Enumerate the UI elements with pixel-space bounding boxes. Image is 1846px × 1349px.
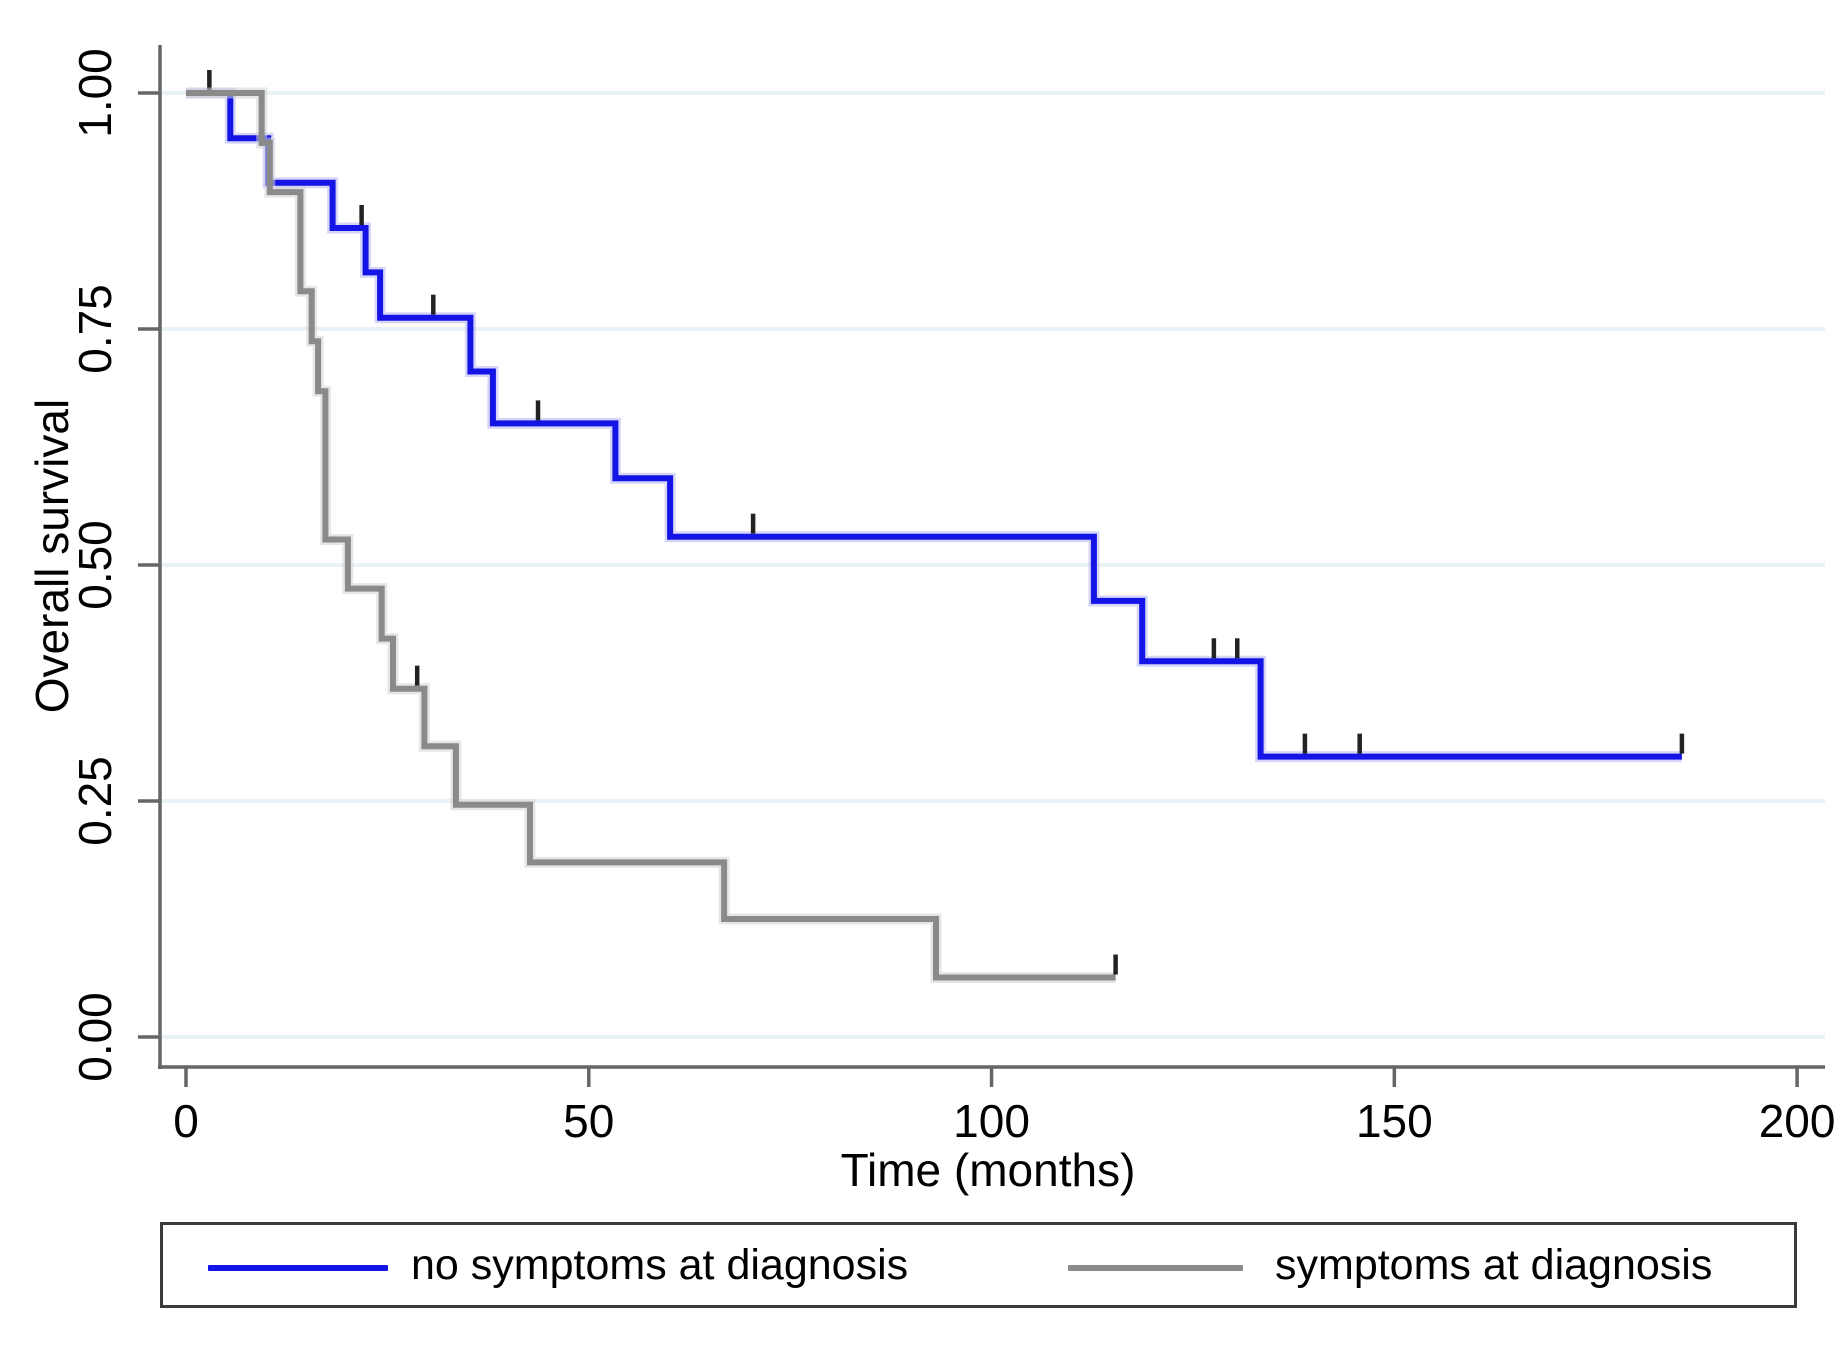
x-tick-label-100: 100: [953, 1095, 1030, 1147]
y-tick-label-0.75: 0.75: [69, 284, 121, 374]
x-tick-label-50: 50: [563, 1095, 615, 1147]
x-axis-title: Time (months): [840, 1144, 1136, 1196]
legend-label-symptoms: symptoms at diagnosis: [1275, 1241, 1713, 1289]
legend-swatch-no-symptoms-line: [208, 1265, 388, 1271]
y-tick-label-1.00: 1.00: [69, 48, 121, 138]
y-tick-label-0.25: 0.25: [69, 756, 121, 846]
legend-box: no symptoms at diagnosis symptoms at dia…: [160, 1222, 1797, 1308]
y-tick-label-0.50: 0.50: [69, 520, 121, 610]
km-curve-halo-no-symptoms: [186, 87, 1682, 763]
x-tick-label-150: 150: [1355, 1095, 1433, 1147]
x-tick-label-200: 200: [1758, 1095, 1836, 1147]
legend-label-no-symptoms: no symptoms at diagnosis: [411, 1241, 909, 1289]
y-tick-label-0.00: 0.00: [69, 992, 121, 1082]
legend-swatch-symptoms-line: [1068, 1265, 1243, 1271]
km-curve-no-symptoms: [186, 90, 1682, 760]
x-tick-label-0: 0: [173, 1095, 199, 1147]
km-curve-symptoms: [186, 90, 1116, 981]
